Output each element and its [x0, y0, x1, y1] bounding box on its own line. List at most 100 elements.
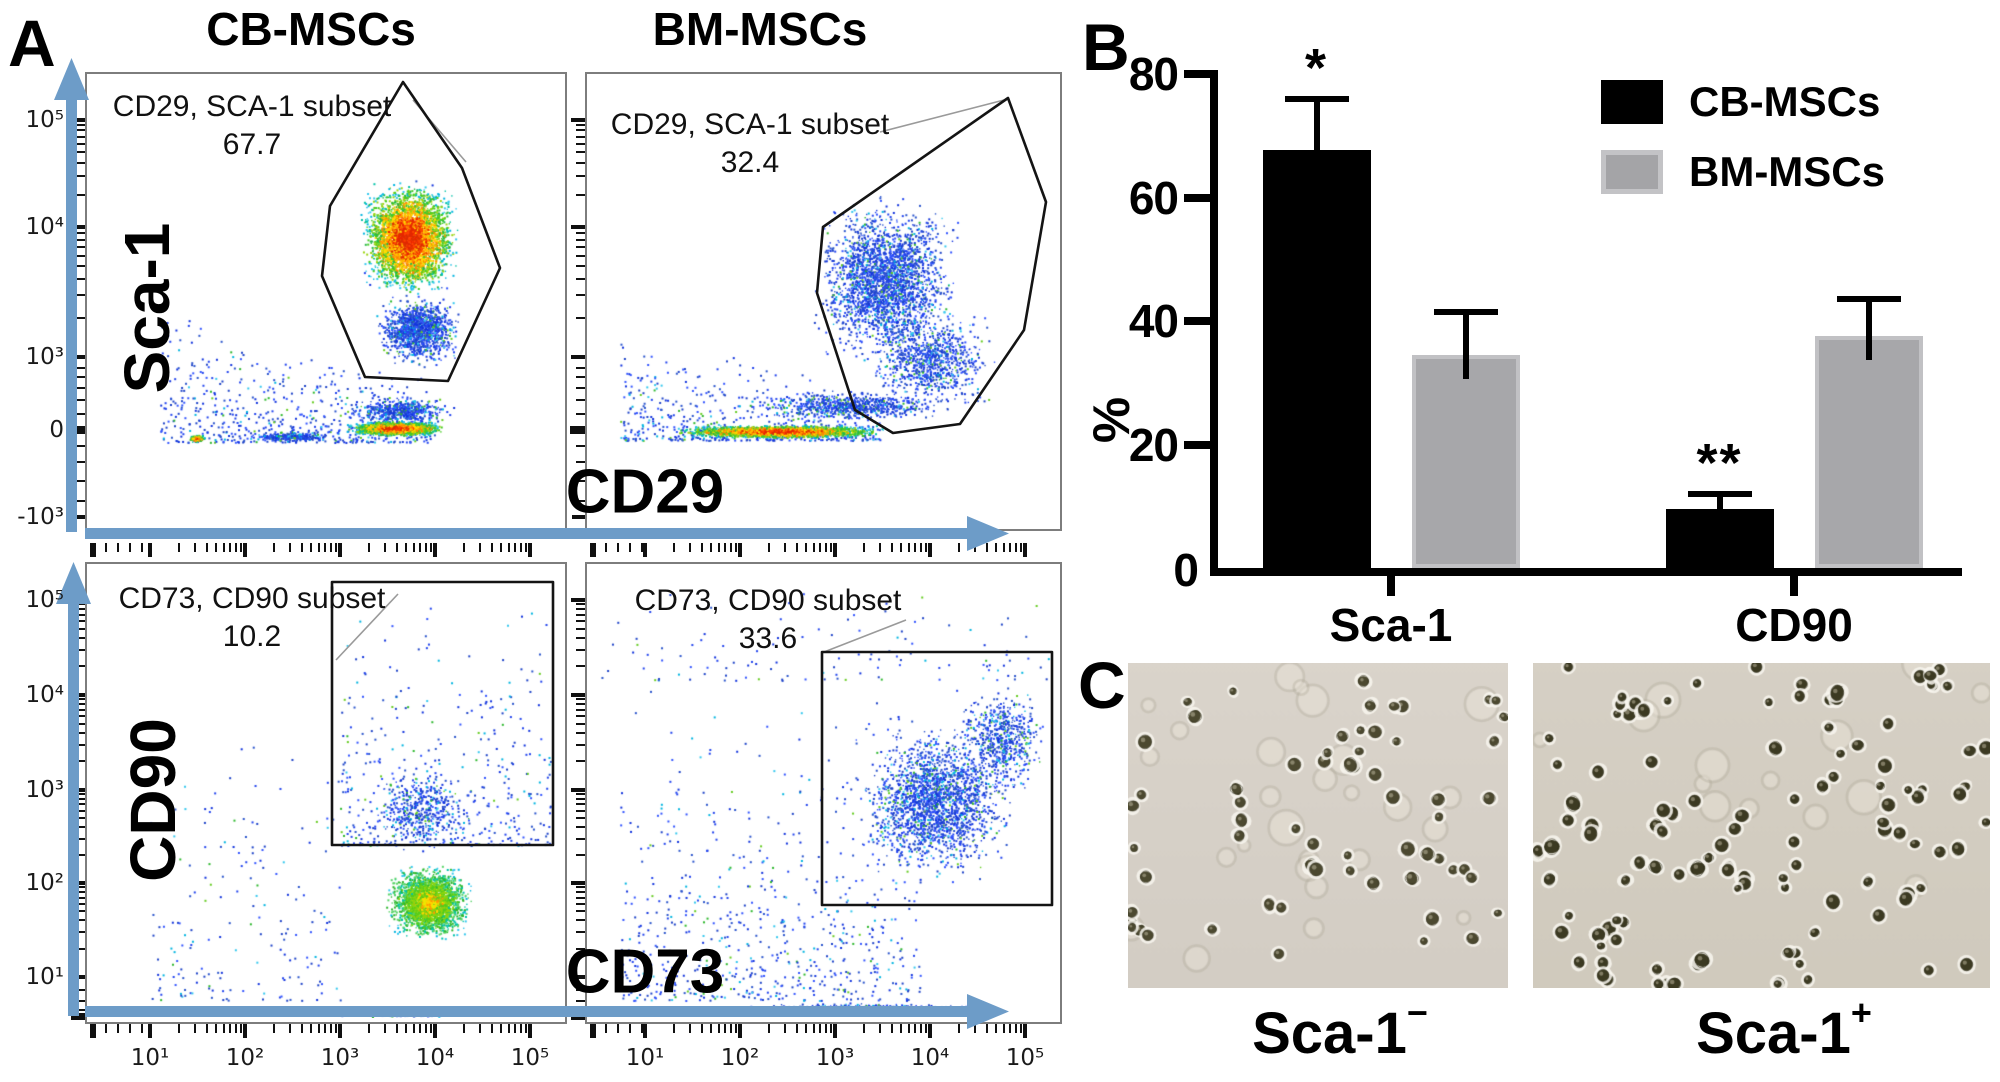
bar-chart-category-label: Sca-1 [1329, 599, 1453, 651]
axis-tick-minor [76, 798, 85, 801]
axis-tick [641, 1024, 643, 1033]
legend-label-bm: BM-MSCs [1689, 148, 1885, 195]
axis-tick-minor [76, 636, 85, 639]
axis-tick-minor [819, 543, 822, 552]
x-axis-tick-label: 10⁵ [1005, 1045, 1045, 1071]
gate-percent: 67.7 [222, 128, 282, 161]
axis-tick-minor [576, 731, 585, 734]
axis-tick-minor [576, 142, 585, 145]
axis-tick-minor [957, 1024, 960, 1033]
axis-tick [90, 543, 96, 557]
axis-tick-major [571, 975, 585, 979]
axis-tick [90, 1024, 96, 1038]
axis-tick-minor [206, 543, 209, 552]
y-axis-tick-label: 10³ [25, 777, 65, 803]
axis-tick-minor [384, 543, 387, 552]
axis-tick [70, 426, 85, 434]
axis-tick-minor [784, 543, 787, 552]
axis-tick-major [71, 788, 85, 792]
error-bar-stem [1313, 98, 1320, 174]
axis-tick-minor [576, 613, 585, 616]
axis-tick [571, 1012, 585, 1020]
axis-tick-minor [1019, 1024, 1022, 1033]
axis-tick [76, 413, 85, 415]
x-axis-tick-label: 10¹ [130, 1045, 170, 1071]
axis-tick-minor [576, 919, 585, 922]
axis-tick-minor [824, 543, 827, 552]
axis-tick-minor [479, 1024, 482, 1033]
flow-plot-cb-cd90 [85, 562, 567, 1024]
axis-tick [576, 461, 585, 463]
axis-tick-minor [524, 543, 527, 552]
gate-label-bm-cd90: CD73, CD90 subset 33.6 [635, 582, 902, 658]
axis-tick-minor [76, 854, 85, 856]
axis-tick-major [738, 1024, 742, 1038]
axis-tick-minor [384, 1024, 387, 1033]
axis-tick-minor [724, 543, 727, 552]
axis-tick-minor [76, 809, 85, 812]
axis-tick-minor [76, 316, 85, 319]
panel-c-label: C [1078, 648, 1126, 722]
axis-tick-major [71, 693, 85, 697]
legend-label-cb: CB-MSCs [1689, 78, 1881, 125]
axis-tick-minor [194, 1024, 197, 1033]
axis-tick-minor [76, 238, 85, 241]
legend-swatch-cb [1601, 80, 1663, 124]
axis-tick-minor [576, 174, 585, 177]
axis-tick-minor [177, 543, 180, 552]
axis-tick [105, 1024, 107, 1033]
axis-tick-major [738, 543, 742, 557]
axis-tick-minor [767, 1024, 770, 1033]
axis-tick-minor [234, 1024, 237, 1033]
axis-tick-minor [412, 543, 415, 552]
y-axis-tick-label: 10⁴ [25, 682, 65, 708]
axis-tick-minor [76, 231, 85, 234]
gate-label-cb-cd90: CD73, CD90 subset 10.2 [119, 580, 386, 656]
axis-tick-minor [76, 613, 85, 616]
axis-tick [76, 399, 85, 401]
axis-tick-minor [576, 902, 585, 905]
axis-tick-minor [576, 627, 585, 630]
axis-tick-major [148, 543, 152, 557]
axis-tick-minor [879, 1024, 882, 1033]
bar-chart-ytick [1184, 317, 1210, 325]
axis-tick-minor [76, 743, 85, 746]
axis-tick-minor [76, 803, 85, 806]
axis-tick [76, 461, 85, 463]
axis-tick-minor [519, 543, 522, 552]
axis-tick-major [71, 975, 85, 979]
legend-swatch-bm [1601, 150, 1663, 194]
axis-tick-minor [76, 837, 85, 840]
y-axis-tick-label: 10¹ [25, 964, 65, 990]
axis-tick [129, 1024, 131, 1033]
axis-tick-major [148, 1024, 152, 1038]
error-bar-cap [1687, 490, 1752, 497]
axis-tick-minor [1009, 543, 1012, 552]
y-arrow-bottom-shaft [68, 600, 79, 1016]
axis-tick-minor [824, 1024, 827, 1033]
axis-tick-minor [576, 798, 585, 801]
axis-tick-minor [576, 620, 585, 623]
axis-tick-minor [576, 665, 585, 668]
axis-tick-major [571, 118, 585, 122]
axis-tick-minor [76, 947, 85, 950]
axis-tick-minor [76, 627, 85, 630]
axis-tick-minor [229, 543, 232, 552]
x-axis-tick-label: 10² [720, 1045, 760, 1071]
axis-tick-minor [479, 543, 482, 552]
axis-tick-minor [76, 896, 85, 899]
bar-chart-ytick [1184, 193, 1210, 202]
flow-plot-bm-cd90 [585, 562, 1062, 1024]
gate-percent: 33.6 [738, 622, 798, 655]
axis-tick-minor [301, 1024, 304, 1033]
axis-tick-major [338, 543, 342, 557]
axis-tick-minor [310, 1024, 313, 1033]
axis-tick-minor [829, 1024, 832, 1033]
axis-tick-minor [576, 708, 585, 711]
axis-tick-minor [396, 543, 399, 552]
axis-tick-minor [576, 238, 585, 241]
axis-tick-major [433, 1024, 437, 1038]
axis-tick-major [928, 543, 932, 557]
axis-tick-minor [576, 603, 585, 606]
axis-tick-minor [701, 543, 704, 552]
